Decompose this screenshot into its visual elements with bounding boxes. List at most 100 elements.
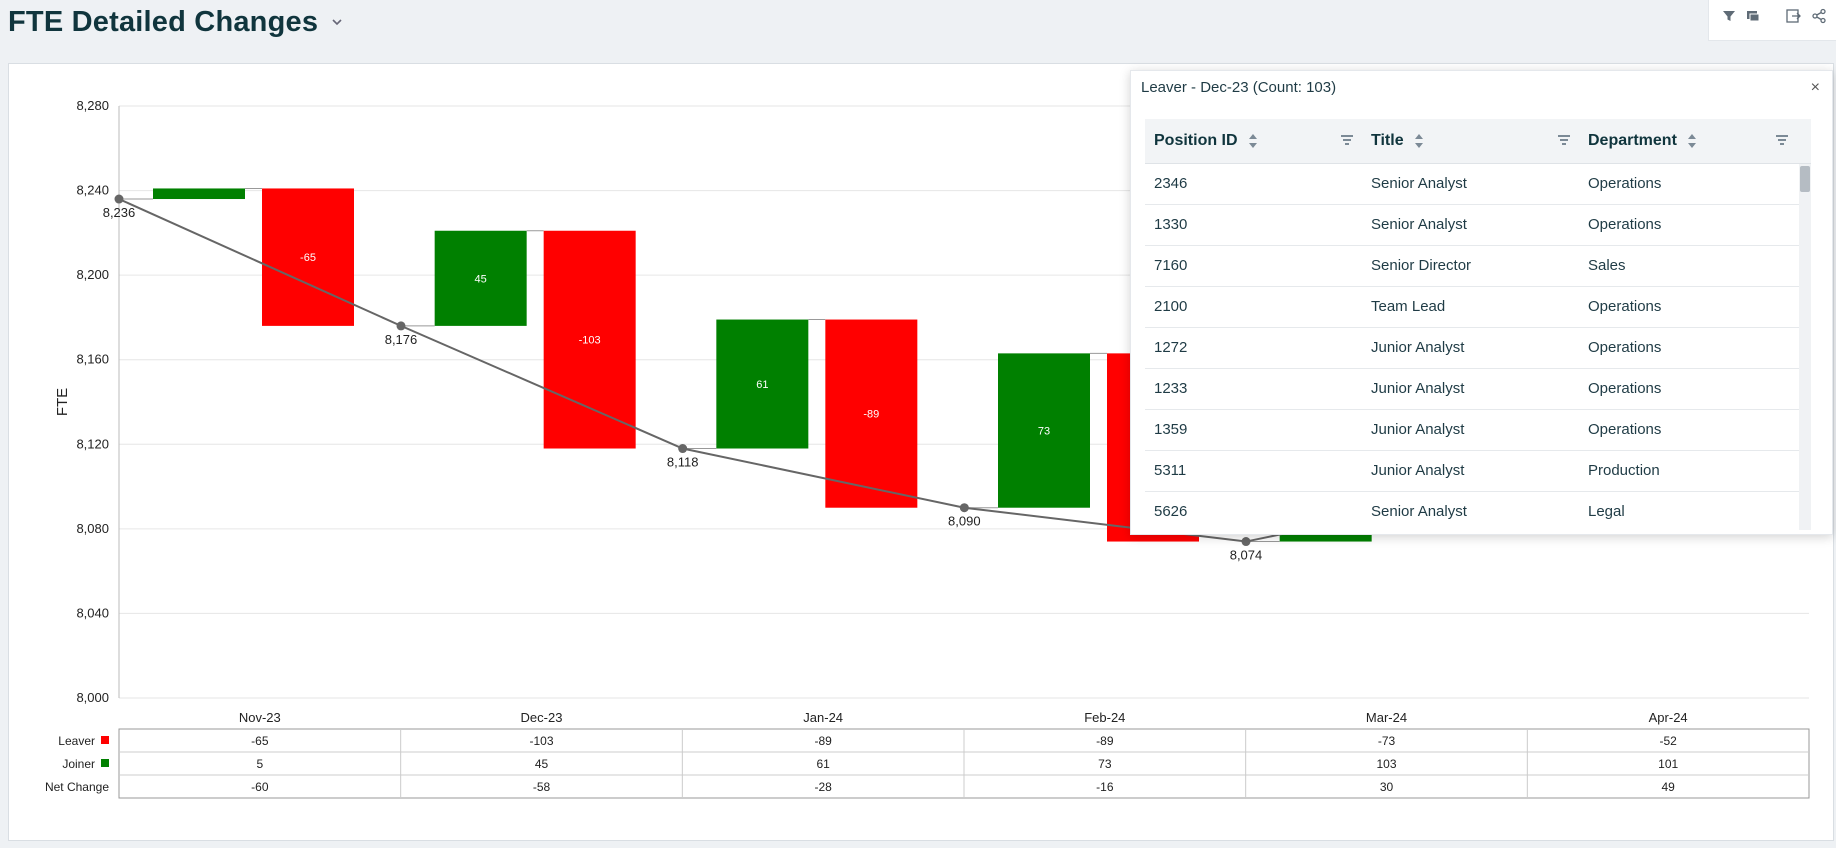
position-id-cell: 2100 <box>1154 298 1188 315</box>
data-table-cell: -89 <box>1096 734 1114 748</box>
title-cell: Junior Analyst <box>1371 462 1465 479</box>
position-id-cell: 5311 <box>1154 462 1187 479</box>
table-row[interactable]: 2100 Team Lead Operations <box>1145 287 1811 328</box>
running-total-point[interactable] <box>114 194 124 204</box>
title-cell: Senior Analyst <box>1371 503 1467 520</box>
leaver-bar[interactable] <box>543 230 636 449</box>
joiner-bar[interactable] <box>153 188 245 200</box>
data-table-cell: 45 <box>535 757 549 771</box>
running-total-point[interactable] <box>1241 537 1251 547</box>
leaver-bar[interactable] <box>262 188 354 326</box>
table-row[interactable]: 2346 Senior Analyst Operations <box>1145 164 1811 205</box>
filter-icon[interactable] <box>1558 134 1570 146</box>
close-icon[interactable]: × <box>1810 79 1820 96</box>
running-total-label: 8,074 <box>1230 548 1263 563</box>
title-cell: Junior Analyst <box>1371 339 1465 356</box>
department-cell: Operations <box>1588 216 1662 233</box>
data-table-row-label: Leaver <box>58 734 95 748</box>
table-row[interactable]: 1359 Junior Analyst Operations <box>1145 410 1811 451</box>
x-tick-label: Nov-23 <box>239 710 281 725</box>
page-header: FTE Detailed Changes <box>0 0 1836 62</box>
data-table-cell: -60 <box>251 780 269 794</box>
data-table-cell: -73 <box>1378 734 1396 748</box>
position-id-cell: 5626 <box>1154 503 1188 520</box>
title-cell: Junior Analyst <box>1371 380 1465 397</box>
department-cell: Operations <box>1588 421 1662 438</box>
running-total-point[interactable] <box>396 321 406 331</box>
leaver-bar-label: -103 <box>579 335 601 347</box>
joiner-bar-label: 61 <box>756 379 768 391</box>
running-total-point[interactable] <box>678 444 688 454</box>
popup-title: Leaver - Dec-23 (Count: 103) <box>1141 79 1337 96</box>
table-row[interactable]: 1233 Junior Analyst Operations <box>1145 369 1811 410</box>
table-body: 2346 Senior Analyst Operations 1330 Senior A… <box>1145 164 1811 532</box>
data-table-cell: -52 <box>1659 734 1677 748</box>
table-row[interactable]: 5626 Senior Analyst Legal <box>1145 492 1811 532</box>
data-table-cell: 49 <box>1661 780 1675 794</box>
sort-icon[interactable] <box>1414 133 1424 149</box>
title-cell: Senior Analyst <box>1371 175 1467 192</box>
department-cell: Operations <box>1588 175 1662 192</box>
legend-swatch <box>101 759 109 767</box>
table-row[interactable]: 1330 Senior Analyst Operations <box>1145 205 1811 246</box>
table-header: Position ID Title Department <box>1145 119 1811 164</box>
title-cell: Senior Director <box>1371 257 1472 274</box>
joiner-bar[interactable] <box>434 230 527 326</box>
scroll-thumb[interactable] <box>1800 166 1810 192</box>
leaver-bar-label: -65 <box>300 252 316 264</box>
table-row[interactable]: 1272 Junior Analyst Operations <box>1145 328 1811 369</box>
sort-icon[interactable] <box>1687 133 1697 149</box>
page-title: FTE Detailed Changes <box>8 6 319 38</box>
title-cell: Junior Analyst <box>1371 421 1465 438</box>
running-total-line <box>118 198 1295 543</box>
toolbar <box>1708 0 1836 41</box>
running-total-point[interactable] <box>959 503 969 513</box>
data-table-row-label: Net Change <box>45 780 109 794</box>
running-total-label: 8,176 <box>385 332 418 347</box>
data-table-cell: -103 <box>529 734 553 748</box>
chevron-down-icon[interactable] <box>329 14 345 30</box>
comment-icon[interactable] <box>1745 8 1761 24</box>
title-cell: Senior Analyst <box>1371 216 1467 233</box>
data-table-cell: -65 <box>251 734 269 748</box>
table-row[interactable]: 5311 Junior Analyst Production <box>1145 451 1811 492</box>
y-axis-label: FTE <box>54 388 71 416</box>
title-cell: Team Lead <box>1371 298 1446 315</box>
department-cell: Production <box>1588 462 1660 479</box>
x-tick-label: Mar-24 <box>1366 710 1407 725</box>
column-header-position-id[interactable]: Position ID <box>1154 119 1258 163</box>
joiner-bar[interactable] <box>998 353 1090 508</box>
joiner-bar[interactable] <box>716 319 809 449</box>
table-row[interactable]: 7160 Senior Director Sales <box>1145 246 1811 287</box>
export-icon[interactable] <box>1785 8 1801 24</box>
scrollbar[interactable] <box>1799 164 1811 530</box>
data-table-cell: -58 <box>533 780 551 794</box>
column-header-department[interactable]: Department <box>1588 119 1697 163</box>
data-table-row-label: Joiner <box>62 757 95 771</box>
data-table-cell: -28 <box>814 780 832 794</box>
share-icon[interactable] <box>1811 8 1827 24</box>
position-id-cell: 1359 <box>1154 421 1188 438</box>
position-id-cell: 1233 <box>1154 380 1188 397</box>
joiner-bar-label: 45 <box>475 273 487 285</box>
x-tick-label: Dec-23 <box>521 710 563 725</box>
x-tick-label: Jan-24 <box>803 710 843 725</box>
position-id-cell: 1272 <box>1154 339 1188 356</box>
position-id-cell: 7160 <box>1154 257 1188 274</box>
y-tick-label: 8,160 <box>76 352 109 367</box>
data-table-cell: 101 <box>1658 757 1678 771</box>
y-tick-label: 8,240 <box>76 183 109 198</box>
column-header-title[interactable]: Title <box>1371 119 1424 163</box>
running-total-label: 8,090 <box>948 514 981 529</box>
filter-icon[interactable] <box>1721 8 1737 24</box>
filter-icon[interactable] <box>1341 134 1353 146</box>
y-tick-label: 8,280 <box>76 98 109 113</box>
data-table-cell: 73 <box>1098 757 1112 771</box>
leaver-bar[interactable] <box>825 319 918 508</box>
legend-swatch <box>101 736 109 744</box>
y-tick-label: 8,120 <box>76 436 109 451</box>
department-cell: Operations <box>1588 339 1662 356</box>
department-cell: Operations <box>1588 298 1662 315</box>
sort-icon[interactable] <box>1248 133 1258 149</box>
filter-icon[interactable] <box>1776 134 1788 146</box>
